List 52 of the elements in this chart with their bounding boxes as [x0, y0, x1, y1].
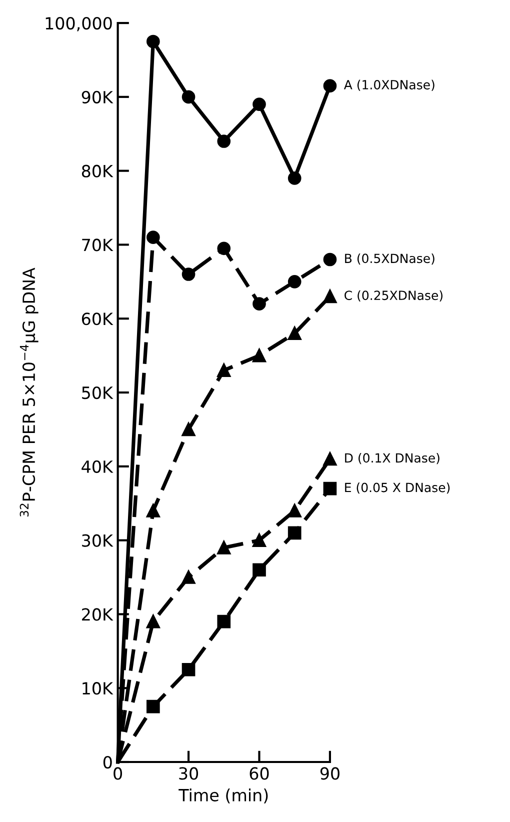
x-axis-title: Time (min) — [178, 788, 268, 804]
y-tick-label: 100,000 — [46, 16, 112, 32]
x-tick-label: 30 — [179, 767, 198, 780]
x-tick-label: 90 — [320, 767, 340, 780]
point — [252, 563, 266, 577]
y-axis-title: $^{32}$P-CPM PER 5×10$^{−4}$µG pDNA — [20, 268, 38, 517]
point — [217, 134, 231, 148]
point — [146, 34, 160, 48]
point — [146, 230, 160, 244]
series-label: C (0.25XDNase) — [344, 290, 442, 302]
point — [146, 700, 160, 714]
point — [288, 526, 302, 540]
x-tick-label: 0 — [114, 767, 122, 780]
series-label: D (0.1X DNase) — [345, 452, 440, 464]
point — [182, 90, 196, 104]
series-label: B (0.5XDNase) — [345, 253, 434, 265]
y-tick-label: 10K — [82, 682, 114, 695]
y-tick-label: 70K — [82, 238, 114, 252]
y-tick-label: 0 — [103, 756, 112, 769]
point — [288, 504, 302, 518]
point — [323, 79, 337, 92]
series-label: E (0.05 X DNase) — [345, 482, 450, 494]
y-tick-label: 90K — [82, 90, 114, 104]
point — [288, 172, 302, 185]
point — [146, 614, 160, 628]
y-tick-label: 50K — [82, 386, 114, 400]
point — [323, 290, 337, 304]
point — [288, 326, 302, 340]
point — [182, 268, 196, 281]
point — [323, 482, 337, 496]
point — [217, 242, 231, 256]
y-tick-label: 40K — [82, 460, 114, 473]
x-tick-label: 60 — [250, 767, 269, 780]
point — [252, 297, 266, 310]
point — [252, 98, 266, 111]
point — [217, 364, 231, 377]
point — [182, 570, 196, 584]
y-tick-label: 20K — [82, 608, 114, 621]
point — [182, 422, 196, 436]
y-tick-label: 30K — [82, 534, 114, 547]
point — [323, 252, 337, 266]
y-tick-label: 80K — [82, 164, 114, 178]
point — [323, 452, 337, 466]
point — [146, 504, 160, 518]
point — [217, 614, 231, 628]
point — [217, 541, 231, 554]
point — [182, 662, 196, 676]
series-label: A (1.0XDNase) — [344, 80, 434, 91]
point — [288, 274, 302, 288]
y-tick-label: 60K — [82, 312, 114, 326]
point — [252, 348, 266, 362]
point — [252, 534, 266, 547]
